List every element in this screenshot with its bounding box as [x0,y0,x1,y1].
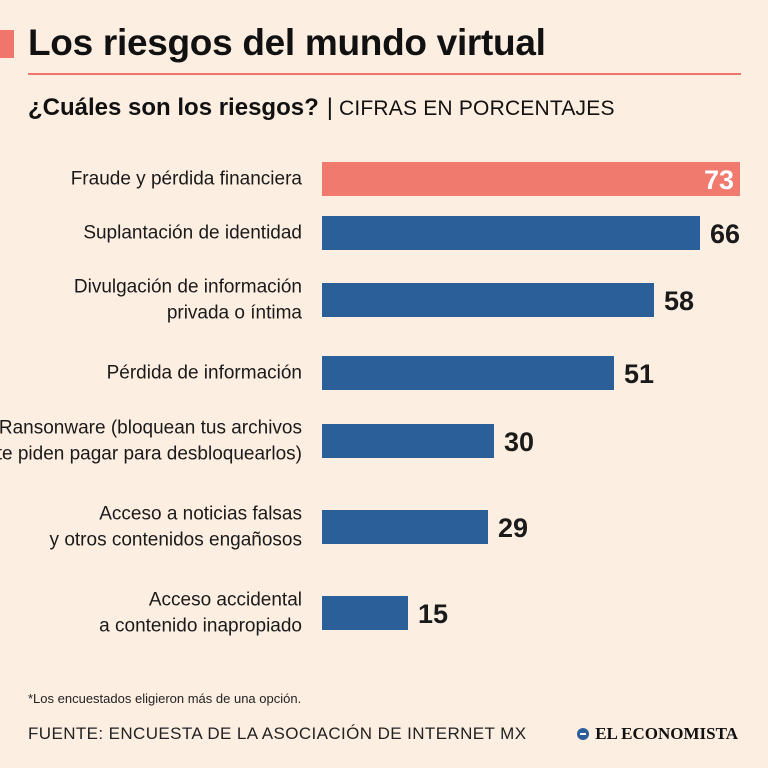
value-label-3: 51 [624,359,654,389]
footnote: *Los encuestados eligieron más de una op… [28,691,302,706]
value-label-5: 29 [498,513,528,543]
bar-chart: 73 Fraude y pérdida financiera 66 Suplantac… [0,162,740,637]
subtitle-separator: | [326,94,333,121]
chart-question: ¿Cuáles son los riesgos? [28,94,319,121]
brand-globe-icon [577,728,590,740]
chart-units: CIFRAS EN PORCENTAJES [338,97,615,120]
value-label-1: 66 [710,219,740,249]
brand-name: EL ECONOMISTA [595,724,738,743]
value-label-4: 30 [504,427,534,457]
bar-4 [322,424,494,458]
bar-6 [322,596,408,630]
title-divider [28,73,741,75]
chart-subtitle: ¿Cuáles son los riesgos? | CIFRAS EN PORCE… [28,94,615,122]
bar-2 [322,283,654,317]
category-label-3: Pérdida de información [107,363,302,384]
category-label-5: Acceso a noticias falsas y otros contenid… [50,504,302,551]
title-accent-mark [0,30,14,58]
page-title: Los riesgos del mundo virtual [28,22,546,63]
category-label-6: Acceso accidental a contenido inapropiado [99,590,302,637]
value-label-0: 73 [704,165,734,195]
value-label-6: 15 [418,599,448,629]
bar-3 [322,356,614,390]
category-label-2: Divulgación de información privada o ínti… [74,277,303,324]
category-label-0: Fraude y pérdida financiera [71,169,303,190]
category-label-1: Suplantación de identidad [83,223,302,244]
category-label-4: Ransonware (bloquean tus archivos y te pi… [0,418,302,465]
bar-1 [322,216,700,250]
bar-0 [322,162,740,196]
value-label-2: 58 [664,286,694,316]
source-line: FUENTE: ENCUESTA DE LA ASOCIACIÓN DE INT… [28,724,527,743]
bar-5 [322,510,488,544]
brand-logo: EL ECONOMISTA [577,724,738,744]
